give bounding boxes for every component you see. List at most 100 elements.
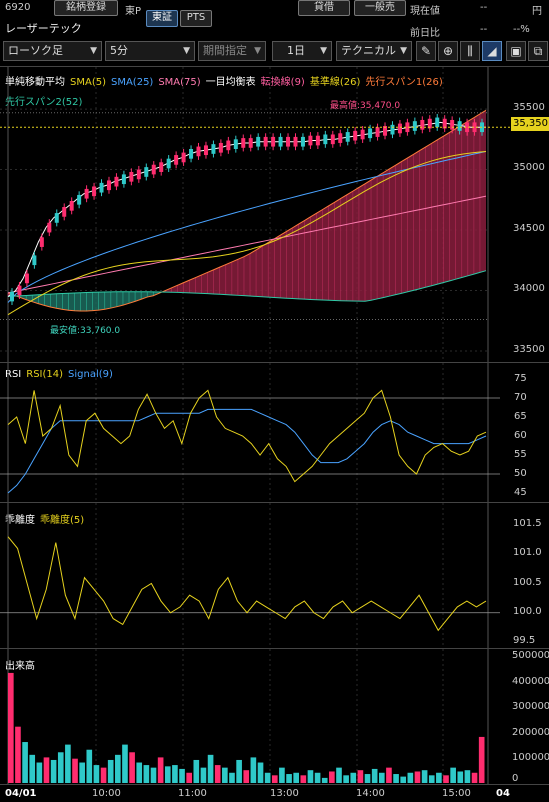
copy-icon[interactable]: ⧉	[528, 41, 548, 61]
ichimoku-cloud-segment	[225, 261, 232, 295]
candle-body	[92, 186, 97, 197]
volume-bar	[79, 762, 85, 783]
credit-button[interactable]: 貸借	[298, 0, 350, 16]
ichimoku-cloud-segment	[479, 110, 486, 273]
chart-type-select[interactable]: ローソク足 ▼	[3, 41, 102, 61]
deviation-panel[interactable]: 乖離度 乖離度(5) 101.5 101.0 100.5 100.0 99.5	[0, 502, 549, 649]
candle-body	[420, 119, 425, 130]
tab-pts[interactable]: PTS	[180, 10, 212, 27]
stock-code: 6920	[5, 2, 31, 13]
dev-axis-101.0: 101.0	[513, 547, 542, 558]
candle-body	[472, 122, 477, 133]
volume-chart[interactable]	[0, 649, 549, 785]
rsi-chart[interactable]	[0, 363, 549, 503]
volume-bar	[286, 774, 292, 783]
volume-bar	[22, 742, 28, 783]
candle-body	[47, 222, 52, 233]
rsi-panel[interactable]: RSI RSI(14) Signal(9) 75 70 65 60 55 50 45	[0, 362, 549, 503]
sma25-line	[7, 150, 487, 303]
candle-body	[263, 136, 268, 147]
candle-body	[69, 201, 74, 211]
volume-bar	[314, 772, 321, 783]
volume-bar	[386, 767, 392, 783]
ichimoku-cloud-segment	[213, 267, 220, 295]
span2-line	[7, 270, 487, 302]
vol-axis-200000: 200000	[512, 727, 549, 738]
save-icon[interactable]: ▣	[506, 41, 526, 61]
volume-bar	[129, 752, 135, 783]
candle-body	[84, 188, 89, 199]
interval-select[interactable]: 5分 ▼	[105, 41, 195, 61]
legend-span2: 先行スパン2(52)	[5, 97, 83, 108]
candle-body	[241, 138, 246, 148]
time-label-0401: 04/01	[5, 788, 37, 799]
stock-name: レーザーテック	[5, 22, 82, 35]
area-chart-icon[interactable]: ◢	[482, 41, 502, 61]
change-value: --	[480, 24, 488, 35]
time-axis: 04/01 10:00 11:00 13:00 14:00 15:00 04	[0, 784, 549, 802]
candle-type-icon[interactable]: ⫼	[460, 41, 480, 61]
volume-bar	[414, 771, 421, 783]
volume-bar	[450, 767, 456, 783]
candlestick-chart[interactable]	[0, 67, 549, 363]
candle-body	[121, 174, 126, 185]
ichimoku-cloud-segment	[92, 292, 99, 311]
volume-legend: 出来高	[5, 657, 40, 672]
volume-bar	[236, 759, 242, 783]
candle-body	[211, 144, 216, 154]
volume-bar	[86, 749, 93, 783]
ichimoku-cloud-segment	[38, 294, 45, 306]
kijun-line	[7, 150, 487, 316]
ichimoku-cloud-segment	[62, 293, 69, 311]
candle-body	[24, 273, 29, 284]
vol-axis-0: 0	[512, 773, 519, 784]
candle-body	[300, 136, 305, 147]
ichimoku-cloud-segment	[328, 202, 335, 301]
volume-bar	[243, 770, 250, 783]
volume-bar	[72, 758, 78, 783]
ichimoku-cloud-segment	[413, 150, 420, 291]
volume-bar	[15, 726, 21, 783]
span-select[interactable]: 1日 ▼	[272, 41, 332, 61]
pencil-icon[interactable]: ✎	[416, 41, 436, 61]
period-select[interactable]: 期間指定 ▼	[198, 41, 266, 61]
candle-body	[114, 176, 119, 187]
candle-body	[286, 136, 291, 147]
general-button[interactable]: 一般売	[354, 0, 406, 16]
interval-value: 5分	[110, 44, 128, 57]
volume-bar	[257, 762, 264, 783]
price-chart-panel[interactable]: 単純移動平均 SMA(5) SMA(25) SMA(75) 一目均衡表 転換線(9) 基準線…	[0, 66, 549, 363]
ichimoku-cloud-segment	[116, 291, 123, 307]
volume-bar	[143, 765, 150, 783]
volume-bar	[464, 770, 471, 783]
candle-body	[174, 155, 179, 165]
price-axis-34000: 34000	[513, 283, 545, 294]
candle-body	[390, 124, 395, 135]
deviation-legend-5: 乖離度(5)	[40, 515, 85, 526]
time-label-1400: 14:00	[356, 788, 385, 799]
register-button[interactable]: 銘柄登録	[54, 0, 118, 16]
volume-bar	[329, 771, 335, 783]
volume-panel[interactable]: 出来高 500000 400000 300000 200000 100000 0	[0, 648, 549, 785]
candle-body	[442, 118, 447, 129]
ichimoku-cloud-segment	[371, 176, 378, 301]
vol-axis-300000: 300000	[512, 701, 549, 712]
volume-bar	[107, 759, 114, 783]
ichimoku-cloud-segment	[189, 277, 196, 294]
candle-body	[32, 255, 37, 266]
tab-tosho[interactable]: 東証	[146, 10, 178, 27]
candle-body	[159, 162, 164, 172]
technical-select[interactable]: テクニカル ▼	[336, 41, 412, 61]
deviation-chart[interactable]	[0, 503, 549, 649]
candle-body	[397, 123, 402, 134]
rsi-axis-50: 50	[514, 468, 527, 479]
chevron-down-icon: ▼	[320, 46, 327, 56]
candle-body	[368, 128, 373, 139]
candle-body	[136, 169, 141, 180]
zoom-icon[interactable]: ⊕	[438, 41, 458, 61]
candle-body	[144, 167, 149, 177]
candle-body	[457, 121, 462, 131]
price-axis-35000: 35000	[513, 162, 545, 173]
main-legend-row2: 先行スパン2(52)	[5, 93, 87, 108]
price-axis-35500: 35500	[513, 102, 545, 113]
